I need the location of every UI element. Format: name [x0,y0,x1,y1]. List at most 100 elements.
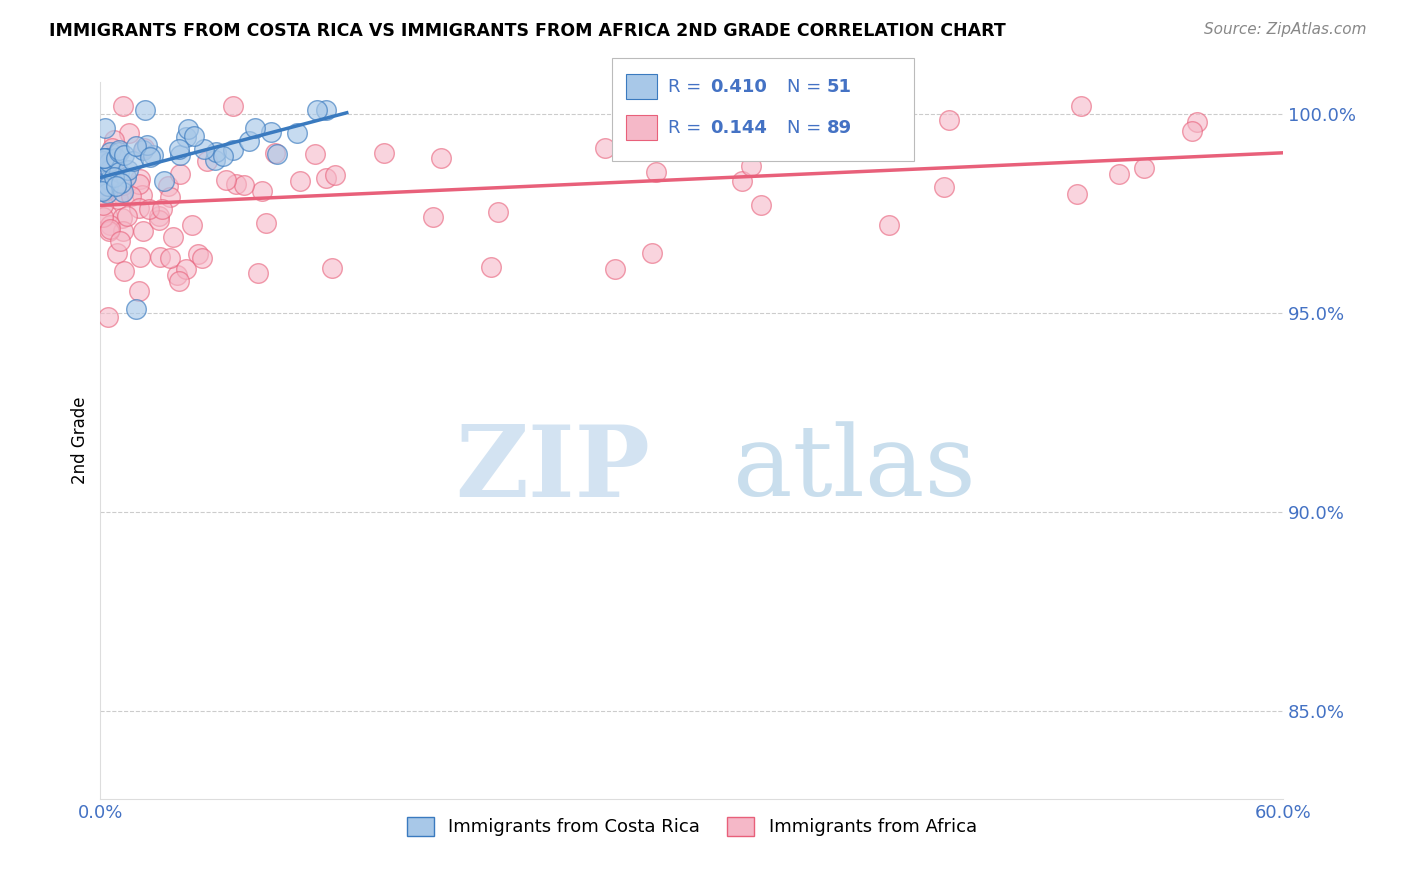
Point [131,187,153,202]
Point [112,178,135,193]
Point [93,172,115,186]
Point [222,99,245,113]
Point [645,165,668,179]
Point [128,284,150,298]
Point [315,171,337,186]
Point [108,174,131,188]
Point [97,178,120,193]
Point [152,174,174,188]
Text: Source: ZipAtlas.com: Source: ZipAtlas.com [1204,22,1367,37]
Point [110,176,132,190]
Point [107,246,129,260]
Point [260,125,283,139]
Point [91,210,114,224]
Point [117,162,139,177]
Point [222,143,245,157]
Point [107,193,129,207]
Point [138,202,160,216]
Text: 89: 89 [827,119,852,136]
Point [103,169,125,184]
Point [105,179,128,194]
Point [1132,161,1154,175]
Point [1108,167,1130,181]
Point [593,141,616,155]
Point [247,266,270,280]
Point [731,174,754,188]
Point [193,143,215,157]
Text: R =: R = [668,119,707,136]
Point [114,170,136,185]
Point [132,144,155,158]
Point [1181,124,1204,138]
Text: N =: N = [787,78,827,95]
Point [91,184,114,198]
Point [215,173,238,187]
Point [479,260,502,274]
Point [108,234,131,248]
Point [191,251,214,265]
Point [157,178,180,193]
Point [104,151,127,165]
Point [111,99,134,113]
Text: 51: 51 [827,78,852,95]
Point [128,177,150,191]
Point [738,110,761,124]
Point [707,99,730,113]
Point [111,224,134,238]
Point [121,189,143,203]
Point [250,184,273,198]
Point [1066,186,1088,201]
Point [304,146,326,161]
Point [108,145,131,159]
Point [134,103,156,117]
Point [111,185,134,199]
Point [169,148,191,162]
Point [323,168,346,182]
Point [94,163,117,178]
Point [1185,115,1208,129]
Point [97,155,120,169]
Point [187,247,209,261]
Point [176,130,198,145]
Point [136,138,159,153]
Point [128,250,150,264]
Point [93,152,115,166]
Point [98,180,121,194]
Point [112,263,135,277]
Point [204,153,226,168]
Point [115,210,138,224]
Point [112,147,135,161]
Point [266,147,288,161]
Point [97,161,120,176]
Point [96,208,118,222]
Point [176,121,198,136]
Point [128,201,150,215]
Point [429,151,451,165]
Point [132,141,155,155]
Point [94,121,117,136]
Text: R =: R = [668,78,707,95]
Text: ZIP: ZIP [456,420,651,517]
Point [96,186,118,201]
Point [264,145,287,160]
Point [195,153,218,168]
Point [118,127,141,141]
Point [254,216,277,230]
Point [93,197,115,211]
Point [183,129,205,144]
Point [103,132,125,146]
Point [225,177,247,191]
Point [321,261,343,276]
Point [162,229,184,244]
Point [238,134,260,148]
Point [93,152,115,166]
Point [148,213,170,227]
Point [103,164,125,178]
Point [129,171,152,186]
Point [180,218,202,232]
Point [148,209,170,223]
Point [232,178,254,193]
Point [749,198,772,212]
Y-axis label: 2nd Grade: 2nd Grade [72,397,89,484]
Point [422,210,444,224]
